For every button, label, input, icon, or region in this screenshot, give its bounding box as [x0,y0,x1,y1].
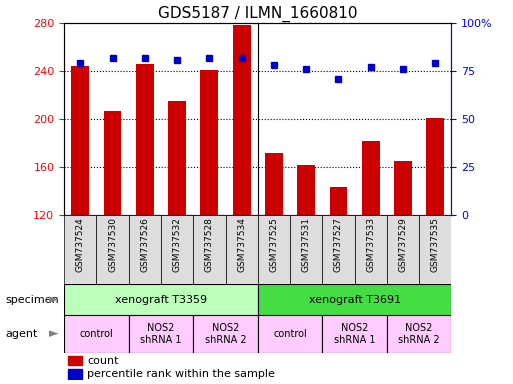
Text: NOS2
shRNA 2: NOS2 shRNA 2 [399,323,440,345]
Bar [394,161,412,215]
Text: GSM737530: GSM737530 [108,217,117,272]
Bar [329,187,347,215]
Text: ►: ► [49,328,58,341]
Bar [193,215,226,284]
Text: GSM737524: GSM737524 [76,217,85,272]
Bar [354,215,387,284]
Bar [104,111,122,215]
Bar [64,315,129,353]
Bar [201,70,218,215]
Bar [322,215,354,284]
Text: GSM737534: GSM737534 [237,217,246,272]
Text: GSM737535: GSM737535 [431,217,440,272]
Text: GSM737532: GSM737532 [172,217,182,272]
Bar [161,215,193,284]
Bar [387,315,451,353]
Text: GSM737533: GSM737533 [366,217,375,272]
Bar [136,64,154,215]
Text: ►: ► [49,293,58,306]
Text: xenograft T3359: xenograft T3359 [115,295,207,305]
Text: GSM737529: GSM737529 [399,217,407,272]
Bar [71,66,89,215]
Bar [419,215,451,284]
Text: GSM737531: GSM737531 [302,217,311,272]
Bar [168,101,186,215]
Bar [258,284,451,315]
Text: count: count [87,356,119,366]
Text: GSM737525: GSM737525 [269,217,279,272]
Text: NOS2
shRNA 1: NOS2 shRNA 1 [140,323,182,345]
Text: GSM737528: GSM737528 [205,217,214,272]
Text: GSM737526: GSM737526 [141,217,149,272]
Bar [258,315,322,353]
Bar [233,25,250,215]
Text: control: control [273,329,307,339]
Bar [68,356,82,366]
Text: xenograft T3691: xenograft T3691 [308,295,401,305]
Bar [387,215,419,284]
Bar [129,315,193,353]
Bar [64,215,96,284]
Bar [265,152,283,215]
Bar [226,215,258,284]
Bar [64,284,258,315]
Text: NOS2
shRNA 1: NOS2 shRNA 1 [334,323,376,345]
Bar [290,215,322,284]
Bar [68,369,82,379]
Text: NOS2
shRNA 2: NOS2 shRNA 2 [205,323,246,345]
Text: percentile rank within the sample: percentile rank within the sample [87,369,275,379]
Text: specimen: specimen [5,295,59,305]
Bar [129,215,161,284]
Bar [426,118,444,215]
Text: agent: agent [5,329,37,339]
Bar [298,165,315,215]
Bar [193,315,258,353]
Title: GDS5187 / ILMN_1660810: GDS5187 / ILMN_1660810 [158,5,358,22]
Text: control: control [80,329,113,339]
Bar [362,141,380,215]
Bar [96,215,129,284]
Text: GSM737527: GSM737527 [334,217,343,272]
Bar [258,215,290,284]
Bar [322,315,387,353]
